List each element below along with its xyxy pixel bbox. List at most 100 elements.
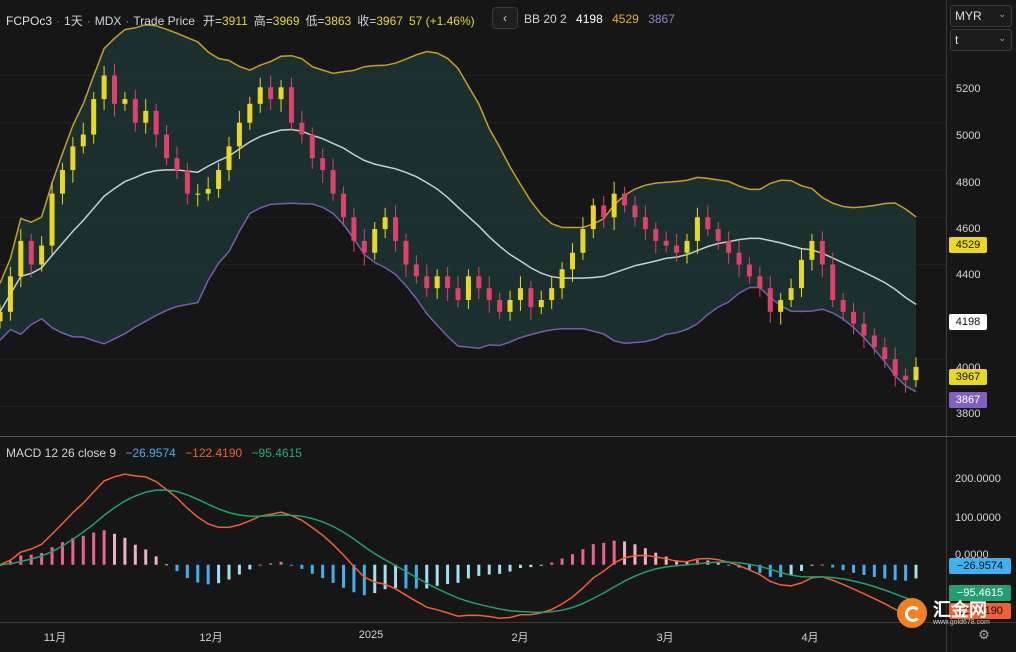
candle-body [455,288,461,300]
histogram-bar [779,564,783,578]
candle-body [705,217,711,230]
candle [424,264,430,298]
candle-body [59,170,65,194]
histogram-bar [571,554,574,565]
histogram-bar [654,552,658,565]
candle-body [778,300,784,312]
candle-body [247,103,253,123]
currency-select[interactable]: MYR ⌄ [950,5,1012,27]
candle-body [434,276,440,289]
candle-body [538,300,544,308]
candle [799,248,804,298]
candle-body [153,110,159,135]
candle-body [590,205,596,230]
candle-body [580,229,586,253]
histogram-bar [92,532,96,565]
candle-body [715,229,721,241]
macd-legend[interactable]: MACD 12 26 close 9 −26.9574 −122.4190 −9… [6,446,308,460]
histogram-bar [133,544,137,565]
candle [892,347,898,387]
candle [861,311,867,349]
candle [715,222,721,250]
candle [726,231,732,264]
interval-label: 1天 [64,14,83,28]
histogram-bar [196,564,200,583]
histogram-bar [71,538,75,565]
histogram-bar [529,564,533,568]
histogram-bar [258,564,262,566]
time-axis-label: 2025 [358,629,384,641]
candle-body [341,193,346,218]
histogram-bar [373,564,377,594]
candle-body [112,75,117,104]
candle [91,92,97,144]
candle-body [174,158,180,170]
histogram-bar [820,564,824,566]
candle-body [913,366,919,381]
histogram-bar [800,564,803,571]
bollinger-name: BB 20 2 [524,12,567,26]
candle-body [497,300,503,312]
histogram-bar [456,564,460,583]
histogram-bar [685,561,689,565]
histogram-bar [342,564,345,588]
candle-body [382,217,388,230]
candle-body [871,335,877,348]
candle [70,136,76,183]
candle [746,257,752,284]
candle-body [413,264,419,277]
candle-body [601,205,607,218]
histogram-bar [716,562,720,565]
candle [28,233,34,278]
candle-body [361,240,367,253]
unit-select[interactable]: t ⌄ [950,29,1012,51]
candle-body [351,217,357,241]
candle [455,276,461,308]
candle [830,252,836,308]
candle [112,63,117,117]
close-price-tag: 3967 [949,369,987,385]
symbol-legend[interactable]: FCPOc3 · 1天 · MDX · Trade Price 开= 3911 高… [6,13,475,29]
candle [538,290,544,315]
candle-body [226,146,232,170]
candle [226,136,232,181]
histogram-bar [602,542,606,565]
candle-body [80,134,86,147]
candle [143,99,149,134]
candle-body [622,193,628,206]
histogram-bar [664,556,668,565]
candle [788,278,794,308]
candle-body [819,240,825,265]
bollinger-upper-value: 4529 [612,12,639,26]
chevron-down-icon: ⌄ [998,33,1006,43]
candle [0,304,3,329]
histogram-bar [487,564,491,575]
histogram-bar [321,564,325,579]
histogram-bar [40,552,44,565]
candle [736,240,742,278]
bollinger-legend[interactable]: BB 20 2 4198 4529 3867 [524,12,681,26]
candle [507,290,513,321]
price-axis-label: 4800 [956,177,981,189]
gear-icon[interactable]: ⚙ [978,627,990,642]
candle [559,262,565,300]
macd-line [0,473,917,620]
histogram-bar [206,564,210,585]
histogram-bar [435,564,439,586]
candle-body [195,193,201,195]
histogram-bar [643,548,647,565]
candle-body [184,170,190,194]
candle [642,205,648,240]
open-value: 3911 [221,13,248,28]
histogram-bar [289,564,293,566]
macd-tag: 122.4190 [949,603,1011,619]
candle-body [101,75,107,100]
collapse-legend-button[interactable]: ‹ [492,7,518,29]
lower-band-tag: 3867 [949,392,987,408]
candle [413,255,419,284]
histogram-bar [633,544,637,565]
candle-body [559,269,565,289]
change-value: 57 (+1.46%) [408,13,475,28]
candle [611,181,617,231]
